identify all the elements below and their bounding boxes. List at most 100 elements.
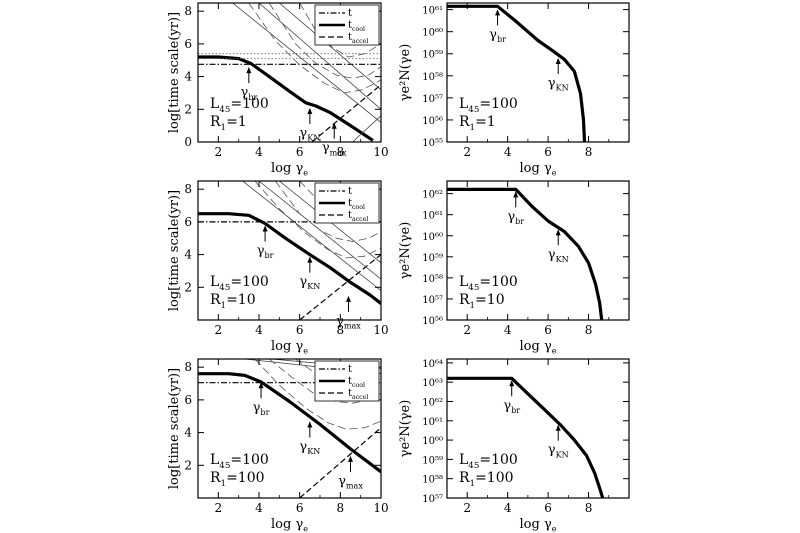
legend-label: taccel (348, 388, 368, 401)
label-part: =10 (226, 292, 256, 308)
legend-box (314, 360, 380, 402)
label-part: 45 (468, 283, 479, 293)
label-part: γ (322, 141, 330, 156)
label-part: t (348, 32, 352, 43)
x-tick-label: 4 (504, 145, 512, 159)
x-tick-label: 8 (337, 501, 345, 515)
label-part: γ (548, 76, 556, 91)
y-tick-label: 10⁵⁸ (422, 274, 443, 285)
legend-label: taccel (348, 210, 368, 223)
y-tick-label: 10⁵⁷ (422, 94, 443, 105)
label-part: =100 (230, 96, 268, 112)
label-part: t (348, 376, 352, 387)
annotation-arrow (307, 421, 313, 438)
label-part: R (459, 114, 470, 130)
y-axis-label: γe²N(γe) (398, 400, 413, 458)
label-part: br (515, 217, 524, 226)
annotation-label: γKN (299, 275, 320, 292)
label-part: accel (352, 394, 368, 401)
param-label: R1=100 (210, 470, 265, 489)
label-part: γ (299, 275, 307, 290)
y-tick-label: 4 (184, 248, 192, 262)
annotation-arrow (555, 229, 561, 246)
x-tick-label: 4 (504, 323, 512, 337)
series-line-dashed (299, 254, 381, 320)
label-part: max (344, 321, 361, 330)
x-tick-label: 6 (296, 323, 304, 337)
param-label: R1=1 (459, 114, 496, 133)
plot-frame (446, 180, 630, 321)
series-line-bold (198, 212, 381, 305)
label-part: R (210, 470, 221, 486)
series-line-thin-dashed (299, 3, 381, 58)
y-tick-label: 2 (184, 458, 192, 472)
x-tick-label: 8 (337, 145, 345, 159)
label-part: e (303, 525, 308, 533)
plot-area (447, 187, 604, 320)
label-part: L (459, 274, 468, 290)
x-tick-label: 8 (585, 323, 593, 337)
label-part: log (520, 161, 544, 176)
x-tick-label: 2 (463, 145, 471, 159)
label-part: 45 (468, 105, 479, 115)
param-label: R1=10 (210, 292, 256, 311)
param-label: R1=1 (210, 114, 247, 133)
arrow-head (509, 380, 515, 387)
label-part: t (348, 198, 352, 209)
annotation-label: γKN (548, 76, 569, 93)
plot-frame (197, 2, 382, 143)
label-part: γ (295, 339, 303, 354)
annotation-arrow (555, 424, 561, 441)
y-tick-label: 6 (184, 393, 192, 407)
legend-label: taccel (348, 32, 368, 45)
y-tick-label: 0 (184, 135, 192, 149)
arrow-head (307, 108, 313, 115)
series-line-thin (232, 3, 381, 123)
label-part: e (552, 169, 557, 178)
label-part: br (260, 408, 269, 417)
label-part: KN (307, 282, 320, 291)
annotation-label: γbr (257, 244, 274, 261)
y-tick-label: 10⁶¹ (422, 211, 443, 222)
label-part: accel (352, 216, 368, 223)
annotation-arrow (246, 67, 252, 84)
x-tick-label: 6 (544, 323, 552, 337)
series-line-thin-dashed (254, 181, 381, 259)
label-part: KN (307, 134, 320, 143)
label-part: =10 (475, 292, 505, 308)
label-part: R (210, 292, 221, 308)
y-tick-label: 10⁶² (422, 190, 443, 201)
y-tick-label: 2 (184, 102, 192, 116)
y-tick-label: 10⁶⁰ (422, 232, 443, 243)
label-part: e (303, 169, 308, 178)
plot-frame (197, 358, 382, 499)
annotation-label: γbr (240, 85, 257, 102)
label-part: R (459, 292, 470, 308)
annotation-label: γmax (322, 141, 347, 158)
label-part: γ (544, 161, 552, 176)
label-part: 45 (219, 461, 230, 471)
x-tick-label: 8 (585, 501, 593, 515)
series-line-bold (198, 55, 374, 142)
label-part: KN (556, 84, 569, 93)
y-tick-label: 10⁶² (422, 397, 443, 408)
y-tick-label: 4 (184, 426, 192, 440)
annotation-label: γmax (338, 474, 363, 491)
plot-area (447, 4, 587, 142)
y-axis-label: log[time scale(yr)] (167, 368, 182, 489)
legend-label: tcool (348, 20, 365, 33)
param-label: L45=100 (459, 274, 518, 293)
annotation-label: γKN (299, 440, 320, 457)
annotation-label: γbr (503, 398, 520, 415)
x-tick-label: 2 (463, 323, 471, 337)
label-part: L (210, 274, 219, 290)
series-line-bold (447, 187, 604, 320)
label-part: 45 (468, 461, 479, 471)
label-part: γ (489, 27, 497, 42)
